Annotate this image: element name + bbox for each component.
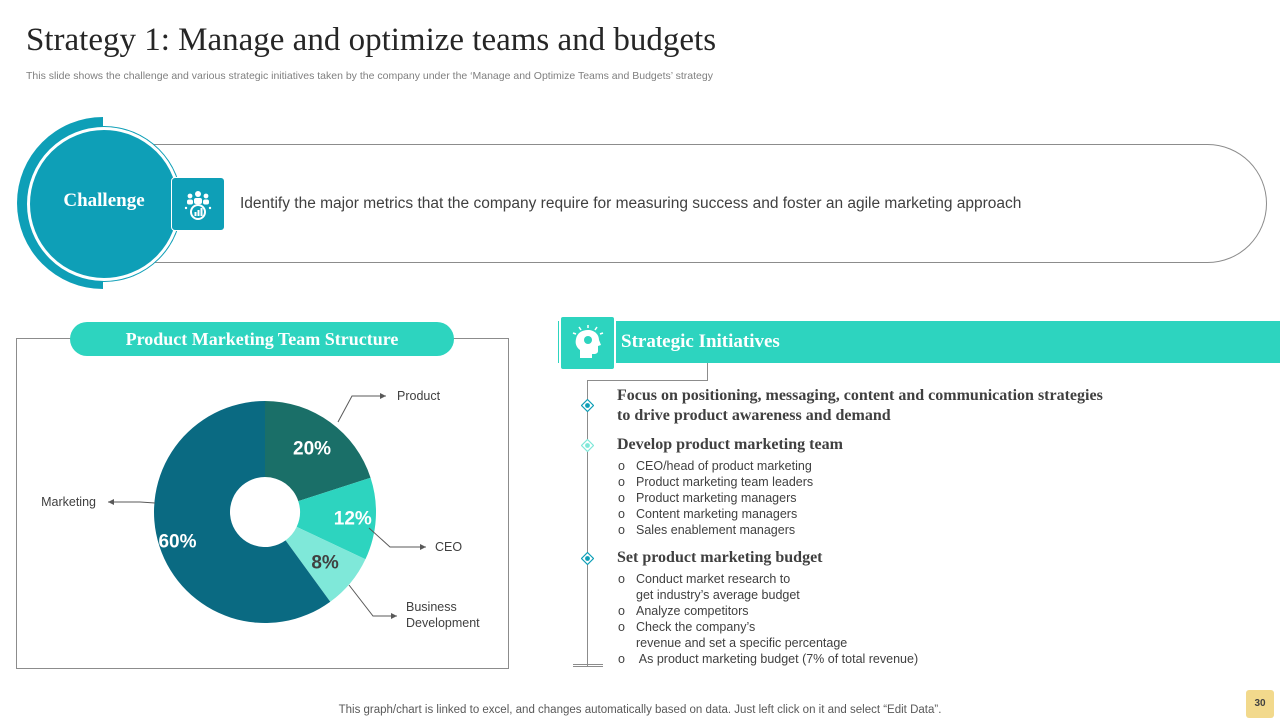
footer-note: This graph/chart is linked to excel, and… [338,704,942,716]
list-item: o Check the company’s [618,620,756,634]
team-analytics-icon [171,177,225,231]
list-item-continuation: revenue and set a specific percentage [636,636,848,650]
initiative-heading-positioning: Focus on positioning, messaging, content… [617,387,1103,424]
donut-value-label: 8% [311,553,339,574]
callout-label: CEO [435,540,462,554]
list-item: o Conduct market research to [618,572,791,586]
diamond-bullet-icon [581,439,594,452]
donut-value-label: 20% [293,438,331,459]
list-item: o As product marketing budget (7% of tot… [618,652,919,666]
donut-slice-marketing[interactable] [154,401,331,623]
callout-label: Development [406,616,480,630]
head-idea-icon [559,315,616,371]
challenge-banner [95,144,1267,263]
challenge-circle [27,127,181,281]
connector-line [587,380,708,381]
donut-value-label: 60% [158,531,196,552]
callout-arrow [337,393,386,423]
initiatives-banner [558,321,1280,363]
initiative-heading-team: Develop product marketing team [617,436,843,453]
list-item: o Product marketing managers [618,491,797,505]
timeline-base [573,664,603,667]
list-item: o CEO/head of product marketing [618,459,812,473]
diamond-bullet-icon [581,552,594,565]
connector-line [707,363,708,381]
list-item-continuation: get industry’s average budget [636,588,800,602]
diamond-bullet-icon [581,399,594,412]
list-item: o Content marketing managers [618,507,798,521]
donut-slice-product[interactable] [265,401,371,502]
slide-subtitle: This slide shows the challenge and vario… [26,70,713,82]
callout-arrow [108,499,156,505]
donut-slice-ceo[interactable] [296,477,376,560]
callout-label: Product [397,389,441,403]
donut-slice-business-development[interactable] [285,526,366,602]
slide-title: Strategy 1: Manage and optimize teams an… [26,22,717,58]
callout-arrow [368,527,426,550]
page-number: 30 [1246,690,1274,718]
list-item: o Analyze competitors [618,604,749,618]
timeline-line [587,380,588,667]
team-structure-donut-chart: Product CEO Business Development Marketing 2… [41,389,480,630]
challenge-text: Identify the major metrics that the comp… [240,195,1022,212]
team-structure-header: Product Marketing Team Structure [70,322,454,356]
list-item: o Sales enablement managers [618,523,796,537]
callout-label: Marketing [41,495,96,509]
callout-arrow [348,584,397,619]
list-item: o Product marketing team leaders [618,475,814,489]
callout-label: Business [406,600,457,614]
initiatives-title: Strategic Initiatives [621,331,780,352]
donut-value-label: 12% [334,509,372,530]
initiative-heading-budget: Set product marketing budget [617,549,823,566]
challenge-label: Challenge [63,190,145,211]
